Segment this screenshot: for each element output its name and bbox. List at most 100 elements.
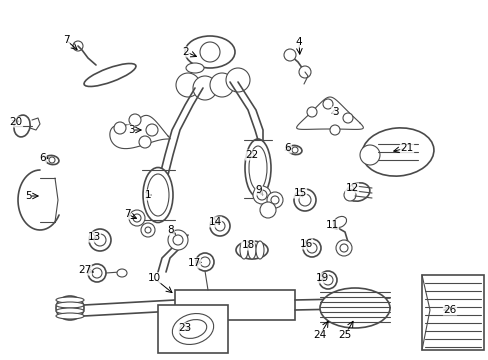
Circle shape xyxy=(94,234,106,246)
Circle shape xyxy=(329,125,339,135)
Text: 3: 3 xyxy=(127,125,134,135)
Circle shape xyxy=(173,235,183,245)
Circle shape xyxy=(323,275,332,285)
Ellipse shape xyxy=(240,241,247,259)
Circle shape xyxy=(88,264,106,282)
Circle shape xyxy=(176,73,200,97)
Ellipse shape xyxy=(361,128,433,176)
Circle shape xyxy=(209,73,234,97)
Circle shape xyxy=(343,189,355,201)
Ellipse shape xyxy=(333,216,346,228)
Circle shape xyxy=(298,194,310,206)
Circle shape xyxy=(146,124,158,136)
Circle shape xyxy=(209,216,229,236)
Text: 9: 9 xyxy=(255,185,262,195)
Circle shape xyxy=(145,227,151,233)
Circle shape xyxy=(359,145,379,165)
Text: 14: 14 xyxy=(208,217,221,227)
Circle shape xyxy=(291,147,297,153)
Circle shape xyxy=(266,192,283,208)
Circle shape xyxy=(323,99,332,109)
Ellipse shape xyxy=(247,241,256,259)
Circle shape xyxy=(306,107,316,117)
Circle shape xyxy=(196,253,214,271)
Text: 25: 25 xyxy=(338,330,351,340)
Text: 2: 2 xyxy=(183,47,189,57)
Ellipse shape xyxy=(241,245,263,255)
Text: 6: 6 xyxy=(284,143,291,153)
Ellipse shape xyxy=(117,269,127,277)
Circle shape xyxy=(129,114,141,126)
Circle shape xyxy=(342,113,352,123)
Circle shape xyxy=(200,257,209,267)
Text: 11: 11 xyxy=(325,220,338,230)
Circle shape xyxy=(92,268,102,278)
Ellipse shape xyxy=(319,288,389,328)
Text: 23: 23 xyxy=(178,323,191,333)
Circle shape xyxy=(139,136,151,148)
Circle shape xyxy=(260,202,275,218)
Text: 26: 26 xyxy=(443,305,456,315)
Ellipse shape xyxy=(179,320,206,338)
Bar xyxy=(158,305,227,353)
Text: 13: 13 xyxy=(87,232,101,242)
Ellipse shape xyxy=(256,241,264,259)
Text: 7: 7 xyxy=(123,209,130,219)
Ellipse shape xyxy=(236,241,267,259)
Circle shape xyxy=(298,66,310,78)
Text: 27: 27 xyxy=(78,265,91,275)
Text: 1: 1 xyxy=(144,190,151,200)
Text: 24: 24 xyxy=(313,330,326,340)
Text: 10: 10 xyxy=(147,273,160,283)
Ellipse shape xyxy=(185,63,203,73)
Ellipse shape xyxy=(56,302,84,308)
Circle shape xyxy=(200,42,220,62)
Ellipse shape xyxy=(244,139,270,197)
Text: 19: 19 xyxy=(315,273,328,283)
Circle shape xyxy=(318,271,336,289)
Text: 16: 16 xyxy=(299,239,312,249)
Text: 17: 17 xyxy=(187,258,200,268)
Circle shape xyxy=(270,196,279,204)
Ellipse shape xyxy=(45,156,59,165)
Ellipse shape xyxy=(14,115,30,137)
Ellipse shape xyxy=(147,174,169,216)
Text: 6: 6 xyxy=(40,153,46,163)
Text: 20: 20 xyxy=(9,117,22,127)
Circle shape xyxy=(141,223,155,237)
Text: 12: 12 xyxy=(345,183,358,193)
Ellipse shape xyxy=(184,36,235,68)
Text: 5: 5 xyxy=(24,191,31,201)
Ellipse shape xyxy=(346,183,369,201)
Circle shape xyxy=(306,243,316,253)
Ellipse shape xyxy=(287,145,301,154)
Bar xyxy=(175,290,294,320)
Circle shape xyxy=(339,244,347,252)
Text: 3: 3 xyxy=(331,107,338,117)
Circle shape xyxy=(215,221,224,231)
Ellipse shape xyxy=(56,296,84,320)
Circle shape xyxy=(73,41,83,51)
Bar xyxy=(421,275,483,350)
Text: 7: 7 xyxy=(62,35,69,45)
Circle shape xyxy=(225,68,249,92)
Ellipse shape xyxy=(84,63,136,86)
Circle shape xyxy=(252,186,270,204)
Ellipse shape xyxy=(172,314,213,345)
Ellipse shape xyxy=(56,297,84,303)
Circle shape xyxy=(284,49,295,61)
Text: 21: 21 xyxy=(400,143,413,153)
Circle shape xyxy=(114,122,126,134)
Text: 8: 8 xyxy=(167,225,174,235)
Text: 4: 4 xyxy=(295,37,302,47)
Circle shape xyxy=(303,239,320,257)
Ellipse shape xyxy=(248,146,266,190)
Circle shape xyxy=(293,189,315,211)
Ellipse shape xyxy=(56,308,84,314)
Circle shape xyxy=(133,214,141,222)
Ellipse shape xyxy=(142,167,173,222)
Text: 15: 15 xyxy=(293,188,306,198)
Circle shape xyxy=(335,240,351,256)
Circle shape xyxy=(89,229,111,251)
Circle shape xyxy=(129,210,145,226)
